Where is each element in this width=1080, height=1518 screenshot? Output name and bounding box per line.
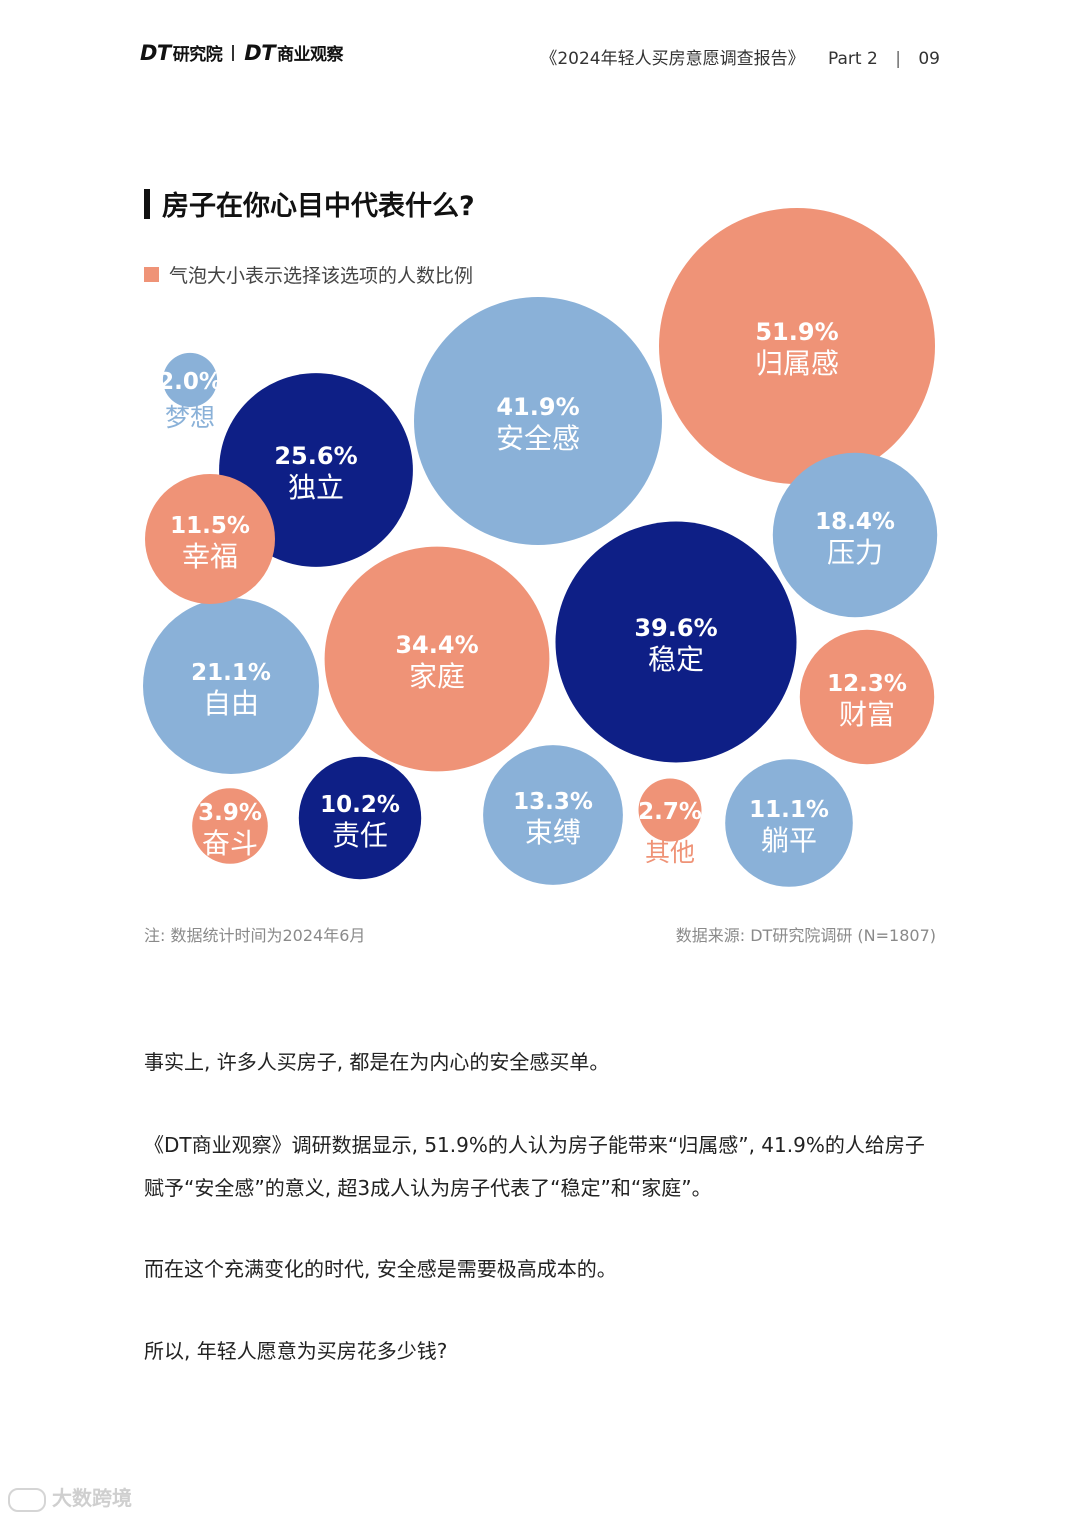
bubble-11: 10.2%责任 <box>298 756 422 880</box>
bubble-circle <box>725 759 853 887</box>
bubble-2: 39.6%稳定 <box>555 521 797 763</box>
bubble-0: 51.9%归属感 <box>659 208 935 484</box>
bubble-value-label: 12.3% <box>827 671 907 697</box>
bubble-circle <box>799 629 935 765</box>
bubble-7: 13.3%束缚 <box>483 745 623 885</box>
bubble-category-label: 归属感 <box>755 347 839 380</box>
paragraph-4: 所以, 年轻人愿意为买房花多少钱? <box>144 1339 448 1363</box>
chart-title-text: 房子在你心目中代表什么? <box>162 191 475 222</box>
page-header: DT 研究院 DT 商业观察 《2024年轻人买房意愿调查报告》 Part 2 | … <box>0 0 1080 100</box>
page-number: 09 <box>918 49 940 69</box>
bubble-value-label: 11.1% <box>749 797 829 823</box>
chart-title: 房子在你心目中代表什么? <box>144 184 475 223</box>
paragraph-1: 事实上, 许多人买房子, 都是在为内心的安全感买单。 <box>144 1050 610 1074</box>
dt-business-logo: DT 商业观察 <box>244 41 344 65</box>
legend-swatch <box>144 267 159 282</box>
bubble-13: 2.7% 其他 <box>638 778 702 867</box>
bubble-6: 18.4%压力 <box>772 452 938 618</box>
bubble-circle <box>145 474 275 604</box>
paragraph-2: 《DT商业观察》调研数据显示, 51.9%的人认为房子能带来“归属感”, 41.… <box>144 1133 925 1200</box>
bubble-circle <box>772 452 938 618</box>
bubble-3: 34.4%家庭 <box>324 546 550 772</box>
bubble-value-label: 13.3% <box>513 789 593 815</box>
bubble-circle <box>143 598 319 774</box>
bubble-category-label: 梦想 <box>165 403 215 432</box>
watermark: 大数跨境 <box>8 1482 132 1512</box>
bubble-value-label: 34.4% <box>395 631 478 659</box>
chart-legend: 气泡大小表示选择该选项的人数比例 <box>144 261 473 288</box>
bubble-circle <box>659 208 935 484</box>
bubble-5: 21.1%自由 <box>143 598 319 774</box>
title-bar <box>144 188 150 219</box>
bubble-value-label: 11.5% <box>170 513 250 539</box>
bubble-category-label: 独立 <box>288 471 344 504</box>
bubble-1: 41.9%安全感 <box>414 297 662 545</box>
bubble-category-label: 稳定 <box>648 643 704 676</box>
logo-divider <box>232 44 235 61</box>
bubble-category-label: 责任 <box>332 819 388 852</box>
part-label: Part 2 <box>828 49 878 69</box>
report-title: 《2024年轻人买房意愿调查报告》 <box>540 49 805 69</box>
bubble-value-label: 51.9% <box>755 318 838 346</box>
bubble-circle <box>324 546 550 772</box>
bubble-value-label: 39.6% <box>634 614 717 642</box>
bubble-category-label: 压力 <box>827 536 883 569</box>
bubble-value-label: 18.4% <box>815 509 895 535</box>
bubble-value-label: 3.9% <box>198 800 262 826</box>
chart-source: 数据来源: DT研究院调研 (N=1807) <box>675 926 936 945</box>
chart-note: 注: 数据统计时间为2024年6月 <box>144 926 366 945</box>
bubble-category-label: 束缚 <box>525 816 581 849</box>
bubble-14: 2.0% 梦想 <box>158 352 222 432</box>
bubble-value-label: 41.9% <box>496 393 579 421</box>
bubble-category-label: 自由 <box>203 687 259 720</box>
bubble-value-label: 25.6% <box>274 442 357 470</box>
report-meta: 《2024年轻人买房意愿调查报告》 Part 2 | 09 <box>540 44 940 69</box>
bubble-category-label: 家庭 <box>409 660 465 693</box>
bubble-value-label: 2.0% <box>158 369 222 395</box>
bubble-value-label: 2.7% <box>638 799 702 825</box>
bubble-category-label: 幸福 <box>182 540 238 573</box>
bubble-category-label: 其他 <box>645 838 695 867</box>
legend-text: 气泡大小表示选择该选项的人数比例 <box>169 265 474 287</box>
bubble-circle <box>298 756 422 880</box>
bubble-circle <box>555 521 797 763</box>
paragraph-3: 而在这个充满变化的时代, 安全感是需要极高成本的。 <box>144 1257 617 1281</box>
dt-research-logo: DT 研究院 <box>140 41 223 65</box>
bubble-circle <box>414 297 662 545</box>
bubble-category-label: 奋斗 <box>202 827 258 860</box>
watermark-icon <box>8 1487 46 1512</box>
meta-divider: | <box>895 49 901 69</box>
bubble-circle <box>483 745 623 885</box>
bubble-9: 11.5%幸福 <box>145 474 275 604</box>
bubble-circle <box>192 788 268 864</box>
bubble-category-label: 安全感 <box>496 422 580 455</box>
bubble-circle <box>162 352 218 408</box>
bubble-value-label: 10.2% <box>320 792 400 818</box>
bubble-10: 11.1%躺平 <box>725 759 853 887</box>
bubble-category-label: 躺平 <box>761 824 817 857</box>
bubble-12: 3.9%奋斗 <box>192 788 268 864</box>
bubble-value-label: 21.1% <box>191 660 271 686</box>
logos: DT 研究院 DT 商业观察 <box>140 40 344 65</box>
bubble-circle <box>638 778 702 842</box>
bubble-category-label: 财富 <box>839 698 895 731</box>
bubble-8: 12.3%财富 <box>799 629 935 765</box>
